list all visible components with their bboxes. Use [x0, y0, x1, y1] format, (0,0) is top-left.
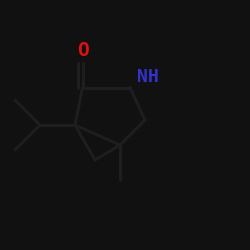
Text: O: O — [76, 40, 88, 60]
Text: NH: NH — [137, 68, 158, 86]
